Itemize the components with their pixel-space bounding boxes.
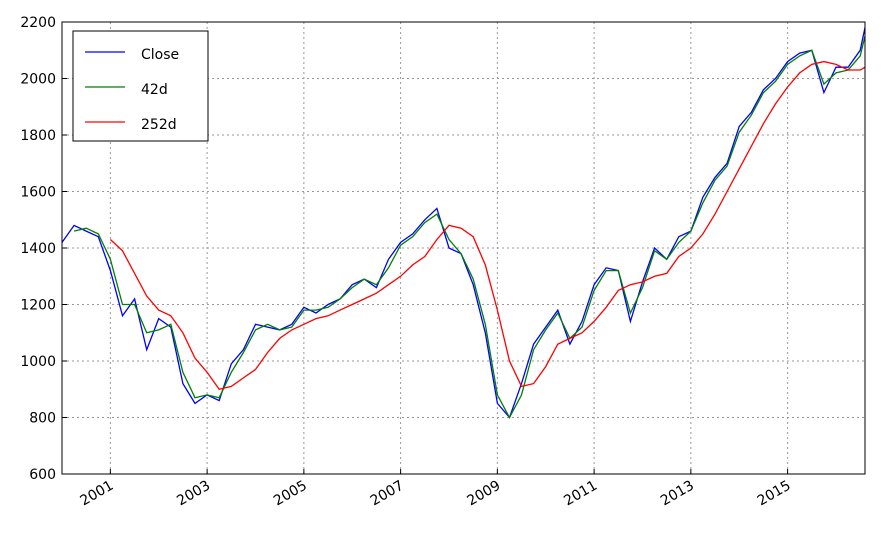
legend-label: Close [141,47,179,63]
y-tick-label: 1200 [20,298,56,314]
x-tick-label: 2013 [658,478,697,510]
y-tick-label: 2000 [20,72,56,88]
y-tick-label: 800 [29,411,56,427]
x-tick-label: 2009 [464,478,503,510]
series-line [109,60,866,391]
x-tick-label: 2005 [271,478,310,510]
y-tick-label: 2200 [20,15,56,31]
y-tick-label: 1800 [20,128,56,144]
legend-box [72,30,209,142]
plot-frame [61,21,866,475]
y-tick-label: 1400 [20,241,56,257]
x-tick-label: 2001 [78,478,117,510]
x-tick-label: 2015 [755,478,794,510]
series-line [73,35,866,419]
legend-label: 42d [141,82,168,98]
y-tick-label: 600 [29,467,56,483]
y-tick-label: 1000 [20,354,56,370]
x-tick-label: 2007 [368,478,407,510]
legend-label: 252d [141,117,177,133]
x-tick-label: 2003 [174,478,213,510]
series-line [61,27,866,419]
y-tick-label: 1600 [20,185,56,201]
x-tick-label: 2011 [561,478,600,510]
